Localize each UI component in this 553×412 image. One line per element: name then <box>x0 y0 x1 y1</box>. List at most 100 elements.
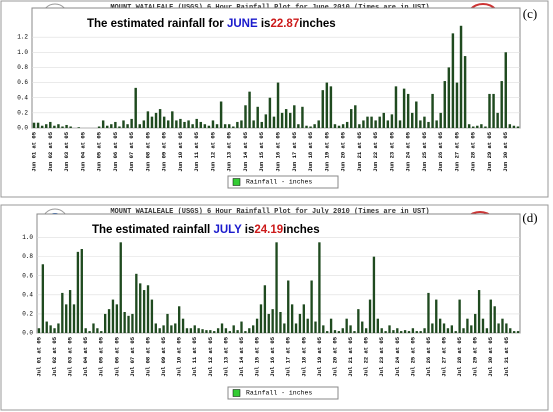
y-tick-label: 0.4 <box>22 291 33 298</box>
bar <box>123 312 126 333</box>
bar <box>280 112 284 128</box>
bar <box>162 116 166 128</box>
bar <box>228 331 231 333</box>
bar <box>134 87 137 128</box>
bar <box>318 242 321 333</box>
x-tick-label: Jul 27 at 05 <box>440 336 447 376</box>
bar <box>481 318 485 333</box>
bar <box>203 124 207 128</box>
bar <box>403 330 407 333</box>
bar <box>431 323 434 333</box>
bar <box>419 120 422 128</box>
x-tick-label: Jul 03 at 05 <box>67 336 74 376</box>
x-tick-label: Jul 07 at 05 <box>129 336 136 376</box>
legend-label: Rainfall - inches <box>246 179 312 186</box>
bar <box>321 90 324 128</box>
bar <box>467 124 471 128</box>
bar <box>183 121 186 128</box>
bar <box>166 313 169 333</box>
bar <box>446 328 450 333</box>
bar <box>289 112 292 128</box>
bar <box>309 126 312 128</box>
y-tick-label: 0.2 <box>17 109 28 116</box>
x-tick-label: Jun 20 at 05 <box>340 131 347 171</box>
x-tick-label: Jul 06 at 05 <box>113 336 120 376</box>
x-tick-label: Jun 24 at 05 <box>405 131 412 171</box>
bar <box>122 120 125 128</box>
bar <box>223 124 227 128</box>
bar <box>427 292 430 333</box>
bar <box>255 318 259 333</box>
x-tick-label: Jun 19 at 05 <box>323 131 330 171</box>
bar <box>72 304 76 333</box>
bar <box>37 328 41 333</box>
x-tick-label: Jun 28 at 05 <box>470 131 477 171</box>
x-tick-label: Jul 19 at 05 <box>316 336 323 376</box>
x-tick-label: Jun 26 at 05 <box>437 131 444 171</box>
legend-box <box>227 386 339 400</box>
x-tick-label: Jul 23 at 05 <box>378 336 385 376</box>
bar <box>306 318 309 333</box>
bar <box>415 331 418 333</box>
bar <box>201 329 204 333</box>
bar <box>349 325 352 333</box>
bar <box>118 126 121 128</box>
bar <box>476 125 479 128</box>
x-tick-label: Jul 11 at 05 <box>191 336 198 376</box>
bar <box>512 331 516 333</box>
bar <box>158 109 162 128</box>
x-tick-label: Jun 30 at 05 <box>502 131 509 171</box>
annotation-part: is <box>258 18 271 30</box>
bar <box>174 323 177 333</box>
bar <box>49 325 52 333</box>
x-tick-label: Jun 07 at 05 <box>128 131 135 171</box>
bar <box>313 124 316 128</box>
x-tick-label: Jul 12 at 05 <box>207 336 214 376</box>
x-tick-label: Jul 25 at 05 <box>409 336 416 376</box>
bar <box>213 331 216 333</box>
bar <box>376 318 379 333</box>
bar <box>497 323 500 333</box>
bar <box>53 125 56 128</box>
bar <box>275 242 278 333</box>
y-tick-label: 0.6 <box>17 79 28 86</box>
x-tick-label: Jul 29 at 05 <box>472 336 479 376</box>
bar <box>139 283 142 333</box>
x-tick-label: Jul 30 at 05 <box>487 336 494 376</box>
bar <box>69 126 72 128</box>
bar <box>366 116 369 128</box>
bar <box>435 120 438 128</box>
x-tick-label: Jun 10 at 05 <box>177 131 184 171</box>
bar <box>329 86 333 128</box>
bar <box>493 306 496 333</box>
bar <box>101 120 105 128</box>
bar <box>459 25 463 129</box>
x-tick-label: Jun 15 at 05 <box>258 131 265 171</box>
bar <box>232 325 235 333</box>
bar <box>126 124 129 128</box>
bar <box>209 330 212 333</box>
bar <box>380 328 383 333</box>
annotation: The estimated rainfall JULY is24.19inche… <box>92 224 320 236</box>
bar <box>341 328 344 333</box>
bar <box>150 299 154 333</box>
bar <box>244 105 247 128</box>
bar <box>472 126 475 128</box>
bar <box>396 328 399 333</box>
bar <box>248 328 251 333</box>
y-tick-label: 0.0 <box>22 330 33 337</box>
legend-swatch <box>232 178 241 186</box>
bar <box>358 124 361 128</box>
bar <box>256 106 259 128</box>
bar <box>240 321 243 333</box>
bar <box>293 105 296 128</box>
bar <box>232 126 235 128</box>
bar <box>45 124 48 128</box>
bar <box>353 331 356 333</box>
panel-label: (c) <box>523 6 537 21</box>
bar <box>259 304 263 333</box>
bar <box>378 116 381 128</box>
bar <box>154 323 157 333</box>
bar <box>458 299 461 333</box>
bar <box>454 331 457 333</box>
